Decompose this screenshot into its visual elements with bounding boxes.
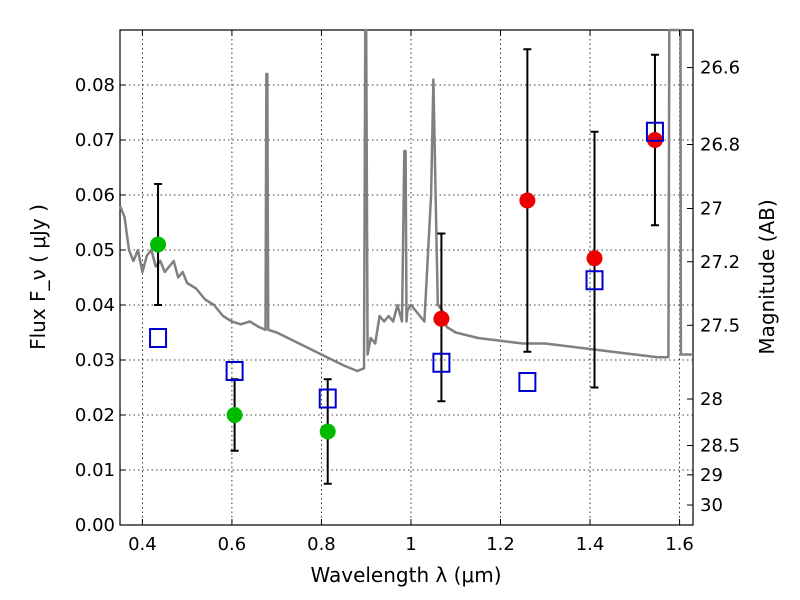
x-tick-label: 1 [405, 534, 416, 555]
y-tick-label: 0.01 [75, 460, 115, 481]
data-point [519, 192, 536, 209]
data-point [433, 310, 450, 327]
mag-tick-label: 26.6 [700, 58, 740, 79]
y-axis-left: 0.00 0.01 0.02 0.03 0.04 0.05 0.06 0.07 0.08 [75, 75, 126, 536]
mag-tick-label: 27.5 [700, 315, 740, 336]
y-tick-label: 0.02 [75, 405, 115, 426]
x-axis: 0.4 0.6 0.8 1 1.2 1.4 1.6 [128, 30, 694, 555]
model-photometry-point [432, 352, 451, 373]
y-axis-label: Flux F_ν ( μJy ) [26, 204, 50, 350]
data-point [150, 236, 167, 253]
y-tick-label: 0.08 [75, 75, 115, 96]
y-axis-right: 26.6 26.8 27 27.2 27.5 28 28.5 29 30 [687, 58, 740, 516]
x-tick-label: 0.6 [218, 534, 247, 555]
mag-tick-label: 28 [700, 389, 723, 410]
data-point [319, 423, 336, 440]
data-point [226, 407, 243, 423]
model-photometry-point [518, 372, 537, 392]
y2-axis-label: Magnitude (AB) [755, 199, 779, 354]
y-tick-label: 0.06 [75, 185, 115, 206]
y-tick-label: 0.05 [75, 240, 115, 261]
y-tick-label: 0.07 [75, 130, 115, 151]
mag-tick-label: 27.2 [700, 252, 740, 273]
model-photometry-point [585, 270, 604, 291]
model-photometry-point [149, 328, 168, 348]
mag-tick-label: 26.8 [700, 134, 740, 155]
mag-tick-label: 28.5 [700, 436, 740, 457]
model-photometry-point [225, 361, 244, 381]
plot-frame [119, 29, 694, 526]
mag-tick-label: 29 [700, 465, 723, 486]
x-tick-label: 0.8 [307, 534, 336, 555]
model-spectrum [118, 28, 693, 373]
mag-tick-label: 27 [700, 199, 723, 220]
x-axis-label: Wavelength λ (μm) [310, 563, 501, 587]
data-points [149, 48, 664, 485]
x-tick-label: 1.4 [576, 534, 605, 555]
y-tick-label: 0.00 [75, 515, 115, 536]
model-photometry-point [645, 121, 664, 142]
y-tick-label: 0.04 [75, 295, 115, 316]
x-tick-label: 1.2 [486, 534, 515, 555]
mag-tick-label: 30 [700, 495, 723, 516]
data-point [586, 250, 603, 267]
model-spectrum-line [118, 28, 693, 373]
y-tick-label: 0.03 [75, 350, 115, 371]
x-tick-label: 1.6 [665, 534, 694, 555]
x-tick-label: 0.4 [128, 534, 157, 555]
model-photometry-point [318, 388, 337, 409]
